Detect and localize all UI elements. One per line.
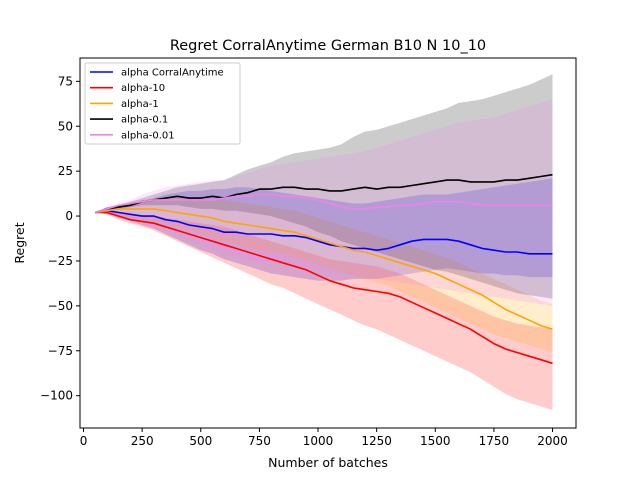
legend-item-alpha-10: alpha-10 [90,83,165,94]
y-tick-label: −25 [48,254,73,268]
legend-item-alpha-1: alpha-1 [90,99,159,110]
legend-box [84,62,241,145]
y-tick-label: 0 [65,209,73,223]
line-alpha-1 [95,208,553,330]
band-alpha-1 [95,198,553,353]
plot-frame [79,57,577,429]
y-tick-label: 75 [58,74,73,88]
series-lines [94,173,553,365]
legend-item-alpha-0-01: alpha-0.01 [90,130,175,141]
x-tick-label: 1750 [479,434,510,448]
y-tick-label: 25 [58,164,73,178]
y-axis-label: Regret [12,222,27,263]
legend: alpha CorralAnytime alpha-10 alpha-1 alpha-… [84,62,241,145]
x-tick-label: 1000 [303,434,334,448]
y-tick-label: 50 [58,119,73,133]
band-alpha-0-01 [95,99,553,306]
y-tick-label: −50 [48,299,73,313]
x-axis-ticks: 0 250 500 750 1000 1250 1500 1750 2000 [80,428,568,448]
legend-label: alpha-1 [121,99,159,110]
y-tick-label: −100 [40,389,73,403]
confidence-bands [95,74,553,410]
legend-label: alpha-0.1 [121,115,168,126]
band-alpha-10 [95,210,553,410]
x-tick-label: 0 [80,434,88,448]
legend-label: alpha-10 [121,83,165,94]
legend-label: alpha CorralAnytime [121,68,224,79]
x-tick-label: 500 [189,434,212,448]
legend-label: alpha-0.01 [121,130,175,141]
chart-title: Regret CorralAnytime German B10 N 10_10 [170,38,486,54]
line-alpha-0-1 [94,173,553,214]
line-alpha-0-01 [94,193,553,214]
band-alpha-0-1 [95,74,553,299]
y-tick-label: −75 [48,344,73,358]
legend-item-alpha-0-1: alpha-0.1 [90,115,168,126]
legend-item-alpha-corralanytime: alpha CorralAnytime [90,68,224,79]
x-axis-label: Number of batches [268,455,388,470]
line-alpha-10 [95,211,553,365]
x-tick-label: 2000 [537,434,568,448]
x-tick-label: 1500 [420,434,451,448]
line-alpha-corralanytime [95,209,553,255]
band-alpha-corralanytime [95,178,553,281]
x-tick-label: 250 [131,434,154,448]
x-tick-label: 1250 [361,434,392,448]
x-tick-label: 750 [248,434,271,448]
y-axis-ticks: −100 −75 −50 −25 0 25 50 75 [40,74,80,403]
